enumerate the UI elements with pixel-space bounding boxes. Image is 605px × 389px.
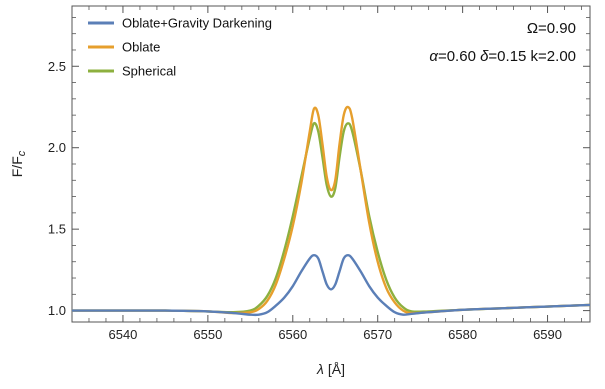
series-layer [71,105,591,317]
x-axis-label: λ [Å] [316,361,345,377]
y-axis-main: F/F [9,156,25,177]
series-line-spherical [71,121,591,314]
legend-entry-spherical-label: Spherical [122,64,176,79]
series-line-oblate [71,105,591,315]
x-tick-label: 6540 [108,327,137,342]
annotation-omega: Ω=0.90 [527,20,576,37]
series-line-oblate-gravity-darkening [71,254,591,317]
annotation-params: α=0.60 δ=0.15 k=2.00 [429,48,576,65]
x-axis-symbol: λ [316,361,324,377]
y-tick-label: 1.0 [48,303,66,318]
legend-entry-oblate-gravity-darkening-label: Oblate+Gravity Darkening [122,16,272,31]
y-tick-label: 1.5 [48,222,66,237]
annotation-delta-symbol: δ [480,48,489,65]
legend: Oblate+Gravity Darkening Oblate Spherical [88,16,272,79]
x-tick-label: 6590 [533,327,562,342]
x-axis-unit: [Å] [328,361,345,377]
x-tick-label: 6550 [193,327,222,342]
y-axis-label: F/Fc [9,150,28,177]
axis-ticks: 6540 6550 6560 6570 6580 6590 1.0 1.5 2.0 2.5 [48,6,590,342]
legend-entry-oblate-label: Oblate [122,40,160,55]
y-tick-label: 2.0 [48,140,66,155]
annotation-delta-value: =0.15 k=2.00 [488,48,576,65]
x-tick-label: 6580 [448,327,477,342]
x-tick-label: 6560 [278,327,307,342]
y-tick-label: 2.5 [48,59,66,74]
annotation-alpha-value: =0.60 [438,48,480,65]
y-axis-sub: c [16,150,28,156]
annotation-alpha-symbol: α [429,48,438,65]
x-tick-label: 6570 [363,327,392,342]
